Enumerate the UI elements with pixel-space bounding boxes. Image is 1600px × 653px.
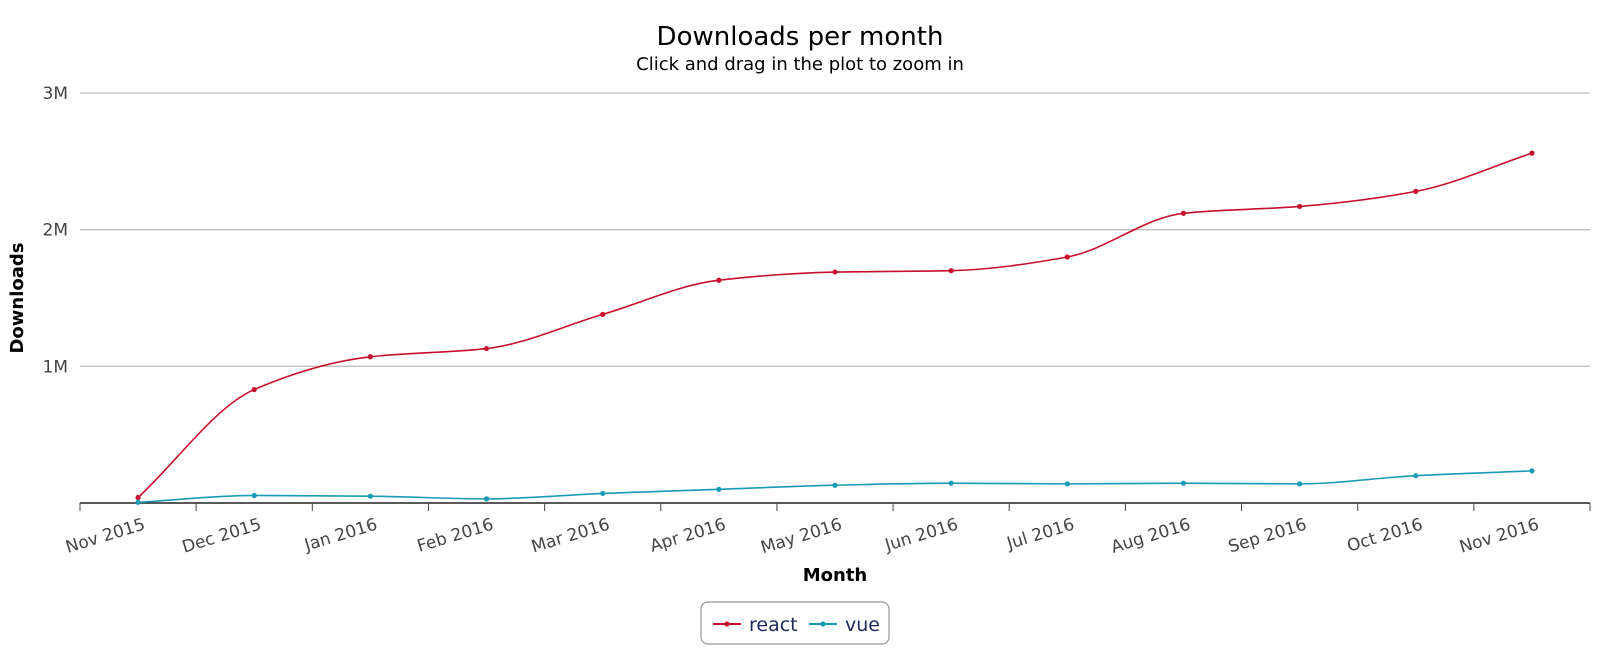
x-tick-label: Nov 2015 [63,515,147,558]
x-tick-label: Jan 2016 [301,515,379,556]
data-point-react[interactable] [367,354,373,360]
legend-item-react[interactable]: react [713,614,798,636]
y-tick-label: 2M [43,221,68,241]
x-tick-label: Feb 2016 [415,515,496,557]
data-point-react[interactable] [1180,210,1187,216]
plot-series[interactable] [135,150,1535,505]
data-point-vue[interactable] [832,482,838,488]
x-axis: Nov 2015 Dec 2015 Jan 2016 Feb 2016 Mar 2016… [63,502,1591,559]
data-point-vue[interactable] [135,499,141,505]
data-point-vue[interactable] [1413,473,1419,479]
x-axis-label: Month [803,565,868,586]
data-point-vue[interactable] [600,490,606,497]
x-tick-label: Dec 2015 [180,515,264,558]
series-line-react[interactable] [137,152,1533,499]
chart-title: Downloads per month [657,22,944,52]
legend[interactable]: react vue [700,601,890,645]
data-point-vue[interactable] [716,486,722,492]
legend-react-label: react [749,614,798,636]
legend-react-marker [724,621,730,627]
data-point-react[interactable] [1413,188,1419,194]
legend-vue-marker [820,621,826,627]
data-point-react[interactable] [716,277,722,283]
data-point-vue[interactable] [1180,480,1187,486]
legend-vue-label: vue [845,614,880,636]
data-point-react[interactable] [1529,150,1535,156]
y-tick-label: 1M [43,357,68,377]
data-point-react[interactable] [1064,254,1070,260]
x-tick-label: Jul 2016 [1004,515,1077,555]
chart-subtitle: Click and drag in the plot to zoom in [636,54,964,75]
x-tick-label: May 2016 [758,515,844,559]
data-point-react[interactable] [251,386,257,393]
data-point-react[interactable] [600,311,606,317]
data-point-vue[interactable] [1064,481,1070,487]
data-point-vue[interactable] [483,496,490,502]
gridlines: 1M 2M 3M [43,84,1590,377]
x-tick-label: Jun 2016 [882,515,961,556]
series-react[interactable] [135,150,1535,501]
y-tick-label: 3M [43,84,68,104]
data-point-vue[interactable] [1529,468,1535,474]
data-point-react[interactable] [948,268,954,274]
data-point-react[interactable] [483,345,490,352]
y-axis-label: Downloads [7,242,28,353]
series-vue[interactable] [135,468,1535,505]
x-tick-label: Nov 2016 [1457,515,1541,558]
x-tick-label: Apr 2016 [648,515,729,557]
data-point-vue[interactable] [367,493,373,499]
legend-item-vue[interactable]: vue [809,614,880,636]
data-point-react[interactable] [832,269,838,275]
data-point-vue[interactable] [948,480,954,486]
legend-box [700,601,890,645]
x-tick-label: Aug 2016 [1109,515,1193,558]
data-point-vue[interactable] [251,492,257,499]
data-point-vue[interactable] [1297,481,1303,487]
x-tick-label: Oct 2016 [1345,515,1425,557]
x-tick-label: Mar 2016 [529,515,612,558]
x-tick-label: Sep 2016 [1226,515,1309,558]
data-point-react[interactable] [135,494,141,501]
data-point-react[interactable] [1297,203,1303,210]
